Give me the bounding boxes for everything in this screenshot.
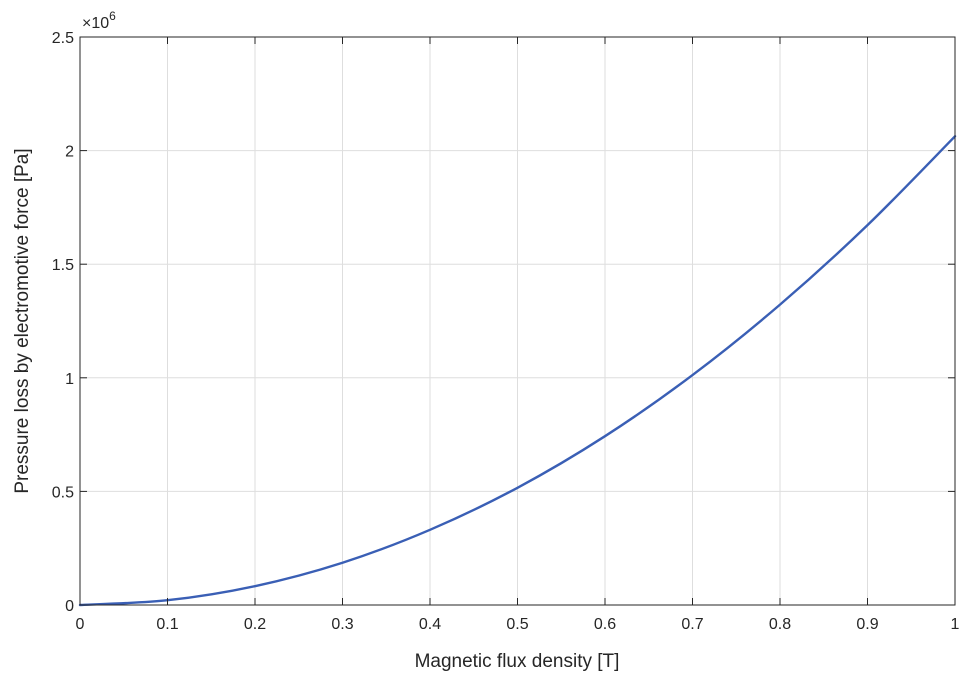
x-tick-label: 0.7 <box>681 616 703 633</box>
x-tick-label: 0 <box>76 616 85 633</box>
grid-lines <box>80 37 955 605</box>
series-layer <box>78 135 957 607</box>
y-exponent-base: ×10 <box>82 15 109 32</box>
y-exponent-label: ×106 <box>82 9 116 32</box>
x-tick-label: 0.5 <box>506 616 528 633</box>
series-line <box>78 135 957 607</box>
y-axis-label: Pressure loss by electromotive force [Pa… <box>12 148 33 493</box>
y-tick-label: 2 <box>65 144 74 161</box>
x-tick-label: 0.4 <box>419 616 441 633</box>
y-tick-label: 1.5 <box>52 257 74 274</box>
x-tick-label: 0.1 <box>156 616 178 633</box>
x-axis-label: Magnetic flux density [T] <box>415 651 620 672</box>
x-tick-label: 0.8 <box>769 616 791 633</box>
x-tick-label: 0.3 <box>331 616 353 633</box>
y-tick-label: 1 <box>65 371 74 388</box>
x-tick-label: 0.9 <box>856 616 878 633</box>
y-tick-label: 0 <box>65 598 74 615</box>
y-exponent-power: 6 <box>109 9 116 23</box>
x-tick-label: 0.6 <box>594 616 616 633</box>
y-tick-label: 0.5 <box>52 484 74 501</box>
x-tick-label: 1 <box>951 616 960 633</box>
y-axis-ticks: 0 0.5 1 1.5 2 2.5 <box>52 30 955 615</box>
x-tick-label: 0.2 <box>244 616 266 633</box>
y-tick-label: 2.5 <box>52 30 74 47</box>
x-axis-ticks: 0 0.1 0.2 0.3 0.4 0.5 0.6 0.7 0.8 0.9 1 <box>76 37 960 633</box>
